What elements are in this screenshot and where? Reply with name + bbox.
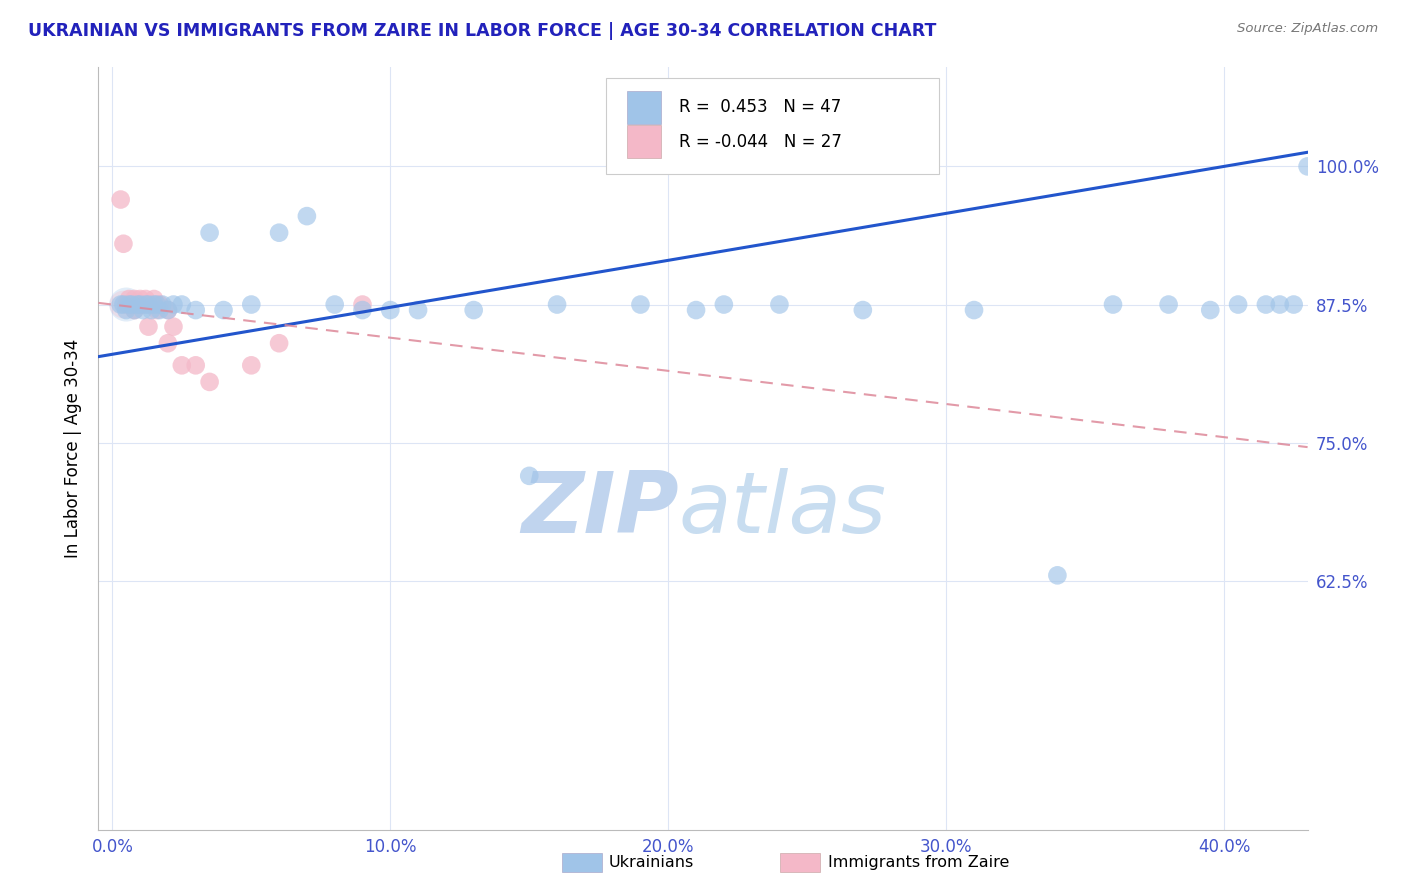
Point [150,297,173,311]
Point [118,297,141,311]
Point [406,303,429,318]
Point [129,297,152,311]
Point [184,359,207,373]
Point [380,303,402,318]
Bar [627,91,661,124]
Text: Immigrants from Zaire: Immigrants from Zaire [828,855,1010,870]
Point [143,297,166,311]
Point [269,226,291,240]
Point [963,303,986,318]
Point [127,297,149,311]
Point [352,297,374,311]
Point [124,292,146,306]
Point [198,375,221,389]
Point [1157,297,1180,311]
Point [269,336,291,351]
Point [141,297,163,311]
Point [112,297,135,311]
Point [1102,297,1125,311]
Bar [627,125,661,159]
Point [143,292,166,306]
FancyBboxPatch shape [606,78,939,174]
Text: Source: ZipAtlas.com: Source: ZipAtlas.com [1237,22,1378,36]
Point [630,297,652,311]
Point [240,297,263,311]
Point [1254,297,1277,311]
Point [121,297,143,311]
Point [121,297,143,311]
Point [148,297,170,311]
Point [323,297,346,311]
Point [162,297,184,311]
Point [156,336,179,351]
Text: UKRAINIAN VS IMMIGRANTS FROM ZAIRE IN LABOR FORCE | AGE 30-34 CORRELATION CHART: UKRAINIAN VS IMMIGRANTS FROM ZAIRE IN LA… [28,22,936,40]
Point [240,359,263,373]
Point [112,236,135,251]
Point [546,297,568,311]
Text: Ukrainians: Ukrainians [609,855,695,870]
Point [141,303,163,318]
Point [129,297,152,311]
Point [118,297,141,311]
Point [1268,297,1291,311]
Point [132,303,155,318]
Point [135,292,157,306]
Point [852,303,875,318]
Text: ZIP: ZIP [522,467,679,550]
Point [170,297,193,311]
Point [138,319,160,334]
Point [138,297,160,311]
Point [170,359,193,373]
Point [115,303,138,318]
Point [685,303,707,318]
Text: R = -0.044   N = 27: R = -0.044 N = 27 [679,133,842,151]
Point [118,292,141,306]
Point [1282,297,1305,311]
Point [135,297,157,311]
Point [162,319,184,334]
Point [112,297,135,311]
Point [713,297,735,311]
Point [129,292,152,306]
Point [115,297,138,311]
Point [517,468,540,483]
Point [146,297,169,311]
Point [110,297,132,311]
Text: R =  0.453   N = 47: R = 0.453 N = 47 [679,98,841,116]
Point [1227,297,1250,311]
Point [148,303,170,318]
Point [1296,160,1319,174]
Text: atlas: atlas [679,467,887,550]
Point [198,226,221,240]
Point [132,297,155,311]
Point [156,303,179,318]
Y-axis label: In Labor Force | Age 30-34: In Labor Force | Age 30-34 [63,339,82,558]
Point [295,209,318,223]
Point [184,303,207,318]
Point [146,303,169,318]
Point [352,303,374,318]
Point [124,303,146,318]
Point [768,297,790,311]
Point [1199,303,1222,318]
Point [115,297,138,311]
Point [127,297,149,311]
Point [156,303,179,318]
Point [124,303,146,318]
Point [463,303,485,318]
Point [1046,568,1069,582]
Point [212,303,235,318]
Point [110,193,132,207]
